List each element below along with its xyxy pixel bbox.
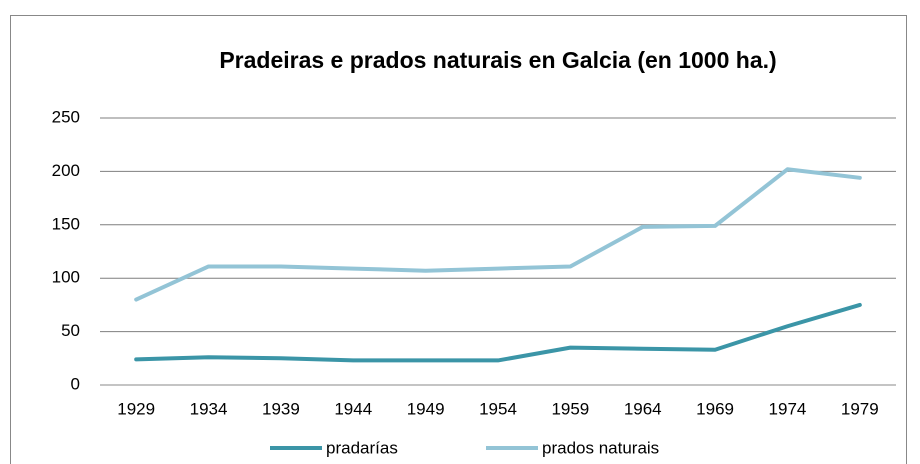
x-tick-label: 1934 (190, 399, 228, 418)
chart-title: Pradeiras e prados naturais en Galcia (e… (219, 47, 776, 73)
x-tick-label: 1959 (551, 399, 589, 418)
x-tick-label: 1969 (696, 399, 734, 418)
x-tick-label: 1949 (407, 399, 445, 418)
x-tick-label: 1954 (479, 399, 517, 418)
y-tick-label: 250 (52, 107, 80, 126)
series-line (134, 167, 862, 302)
x-tick-label: 1944 (334, 399, 372, 418)
x-tick-label: 1974 (769, 399, 807, 418)
x-tick-label: 1929 (117, 399, 155, 418)
x-tick-label: 1979 (841, 399, 879, 418)
y-tick-label: 100 (52, 268, 80, 287)
legend-label: prados naturais (542, 438, 659, 457)
y-tick-label: 200 (52, 161, 80, 180)
x-tick-label: 1939 (262, 399, 300, 418)
series-line (134, 302, 862, 363)
y-tick-label: 0 (71, 374, 80, 393)
y-tick-label: 150 (52, 214, 80, 233)
chart-border (10, 15, 907, 464)
y-tick-label: 50 (61, 321, 80, 340)
x-tick-label: 1964 (624, 399, 662, 418)
legend-label: pradarías (326, 438, 398, 457)
